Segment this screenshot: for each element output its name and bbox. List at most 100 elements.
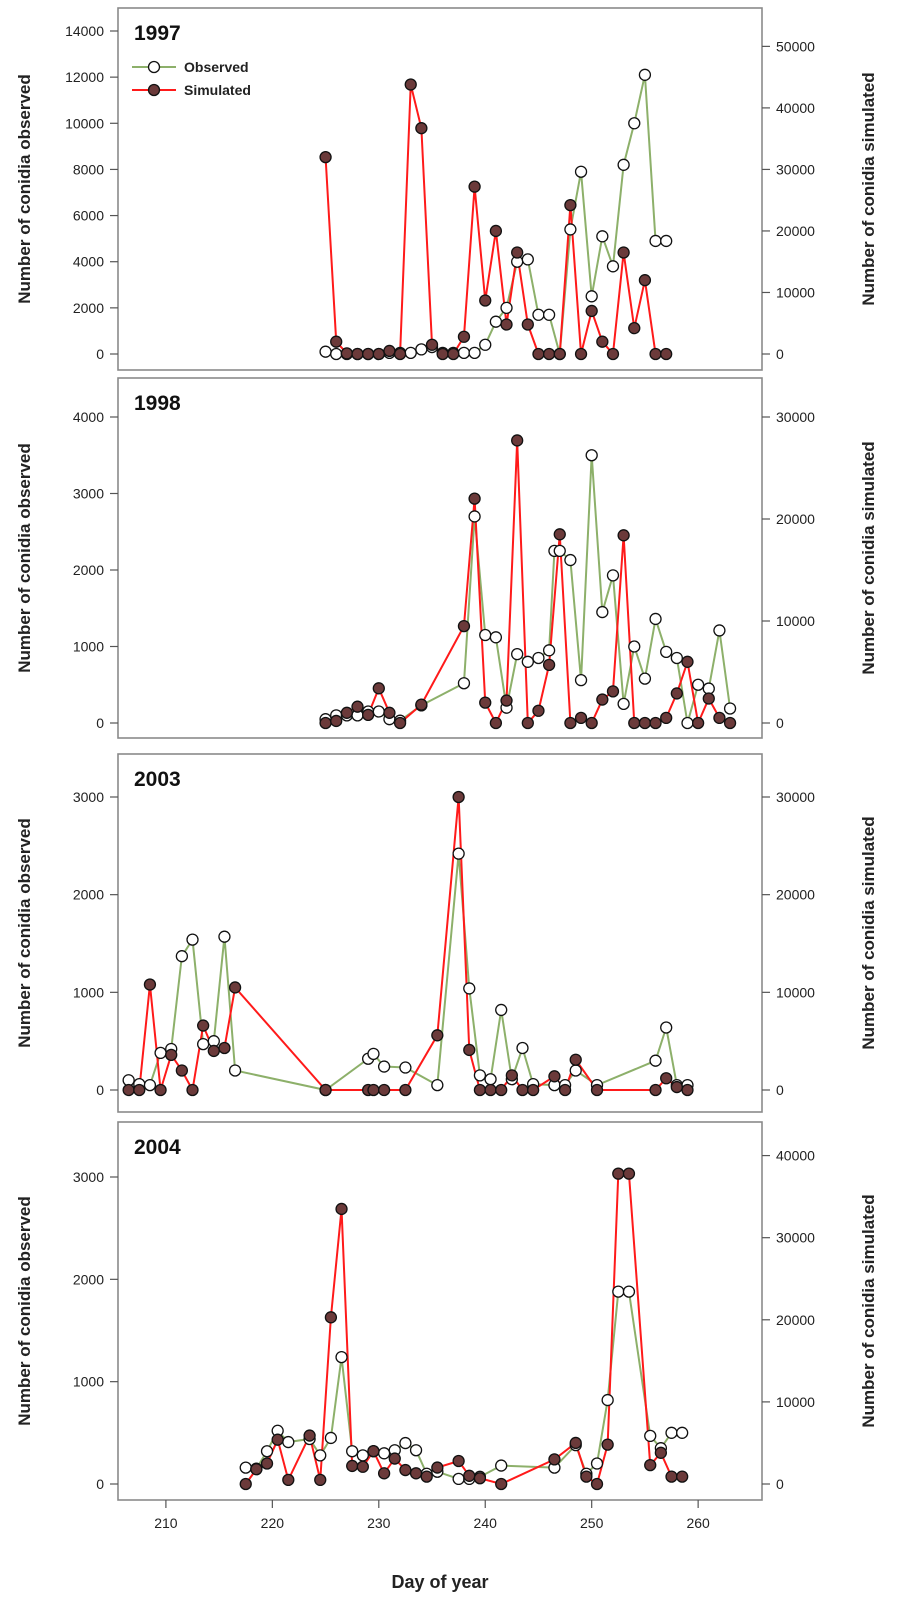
observed-point xyxy=(431,1078,444,1092)
observed-point xyxy=(542,308,556,321)
simulated-point xyxy=(638,274,652,287)
observed-point xyxy=(239,1461,252,1474)
simulated-point xyxy=(250,1463,263,1476)
simulated-point xyxy=(468,180,481,193)
observed-point xyxy=(500,301,513,315)
observed-point xyxy=(319,345,332,358)
observed-point xyxy=(457,677,471,690)
observed-point xyxy=(330,347,343,361)
simulated-point xyxy=(457,330,471,343)
simulated-point xyxy=(617,529,630,542)
observed-point xyxy=(649,612,662,626)
simulated-point xyxy=(351,347,364,361)
simulated-point xyxy=(457,619,471,633)
simulated-point xyxy=(452,790,465,804)
left-tick-label: 12000 xyxy=(65,69,104,85)
left-tick-label: 1000 xyxy=(73,1374,104,1390)
right-axis-label: Number of conidia simulated xyxy=(859,1194,878,1427)
left-axis-label: Number of conidia observed xyxy=(15,1196,34,1426)
simulated-point xyxy=(649,1083,662,1097)
observed-point xyxy=(495,1459,508,1472)
simulated-point xyxy=(436,347,449,361)
simulated-point xyxy=(399,1083,412,1097)
simulated-point xyxy=(628,322,641,335)
simulated-point xyxy=(670,687,683,700)
observed-point xyxy=(606,260,620,273)
simulated-point xyxy=(324,1311,338,1324)
panel-year-label: 2003 xyxy=(134,768,181,791)
simulated-point xyxy=(372,347,385,361)
observed-point xyxy=(495,1003,508,1017)
observed-point xyxy=(574,165,588,178)
simulated-point xyxy=(691,716,705,730)
simulated-point xyxy=(372,682,385,695)
simulated-line xyxy=(325,440,731,727)
left-tick-label: 2000 xyxy=(73,300,104,316)
simulated-point xyxy=(495,1083,508,1097)
observed-point xyxy=(314,1449,327,1462)
simulated-point xyxy=(564,716,577,730)
simulated-point xyxy=(377,1467,391,1480)
right-tick-label: 10000 xyxy=(776,984,815,1000)
observed-point xyxy=(367,1047,380,1061)
observed-point xyxy=(218,930,231,943)
simulated-point xyxy=(644,1458,657,1472)
simulated-point xyxy=(425,338,439,351)
observed-point xyxy=(399,1061,412,1074)
observed-point xyxy=(479,338,492,351)
simulated-point xyxy=(335,1202,348,1216)
simulated-point xyxy=(133,1083,146,1097)
simulated-point xyxy=(548,1070,561,1083)
panel-1997: 0 2000 4000 6000 8000 10000 12000 14000 0 10000 20… xyxy=(15,7,878,371)
legend: Observed Simulated xyxy=(132,59,251,98)
simulated-point xyxy=(505,1069,519,1082)
simulated-point xyxy=(660,347,673,361)
left-tick-label: 6000 xyxy=(73,208,104,224)
observed-point xyxy=(377,1447,391,1460)
observed-point xyxy=(415,343,428,356)
simulated-point xyxy=(340,706,354,719)
observed-point xyxy=(612,1285,625,1298)
simulated-point xyxy=(500,318,513,331)
simulated-point xyxy=(558,1083,572,1097)
simulated-point xyxy=(463,1043,476,1057)
simulated-point xyxy=(500,694,513,707)
observed-point xyxy=(590,1457,604,1470)
simulated-point xyxy=(596,335,609,348)
simulated-point xyxy=(702,692,715,705)
right-tick-label: 40000 xyxy=(776,1148,815,1164)
simulated-point xyxy=(553,347,566,361)
right-tick-label: 0 xyxy=(776,715,784,731)
simulated-point xyxy=(463,1469,476,1482)
simulated-point xyxy=(649,716,662,730)
observed-line xyxy=(245,1290,683,1480)
observed-point xyxy=(452,1472,465,1486)
observed-point xyxy=(569,1064,582,1077)
right-tick-label: 20000 xyxy=(776,1312,815,1328)
x-tick-label: 240 xyxy=(474,1515,498,1531)
right-axis-label: Number of conidia simulated xyxy=(859,816,878,1049)
observed-point xyxy=(175,950,189,963)
observed-point xyxy=(585,449,598,462)
right-tick-label: 30000 xyxy=(776,789,815,805)
observed-point xyxy=(356,1449,369,1462)
observed-point xyxy=(409,1444,423,1457)
right-tick-label: 50000 xyxy=(776,38,815,54)
simulated-point xyxy=(388,1452,401,1465)
simulated-point xyxy=(431,1029,444,1042)
observed-point xyxy=(516,1041,529,1055)
observed-point xyxy=(457,346,471,359)
observed-point xyxy=(186,933,199,946)
simulated-point xyxy=(569,1053,582,1066)
simulated-point xyxy=(574,711,588,725)
right-tick-label: 10000 xyxy=(776,613,815,629)
x-tick-label: 250 xyxy=(580,1515,604,1531)
observed-point xyxy=(649,1054,662,1067)
simulated-point xyxy=(197,1019,210,1032)
observed-line xyxy=(325,455,732,724)
observed-point xyxy=(660,1021,673,1034)
simulated-point xyxy=(660,711,673,725)
observed-point xyxy=(532,651,545,665)
left-tick-label: 3000 xyxy=(73,486,104,502)
